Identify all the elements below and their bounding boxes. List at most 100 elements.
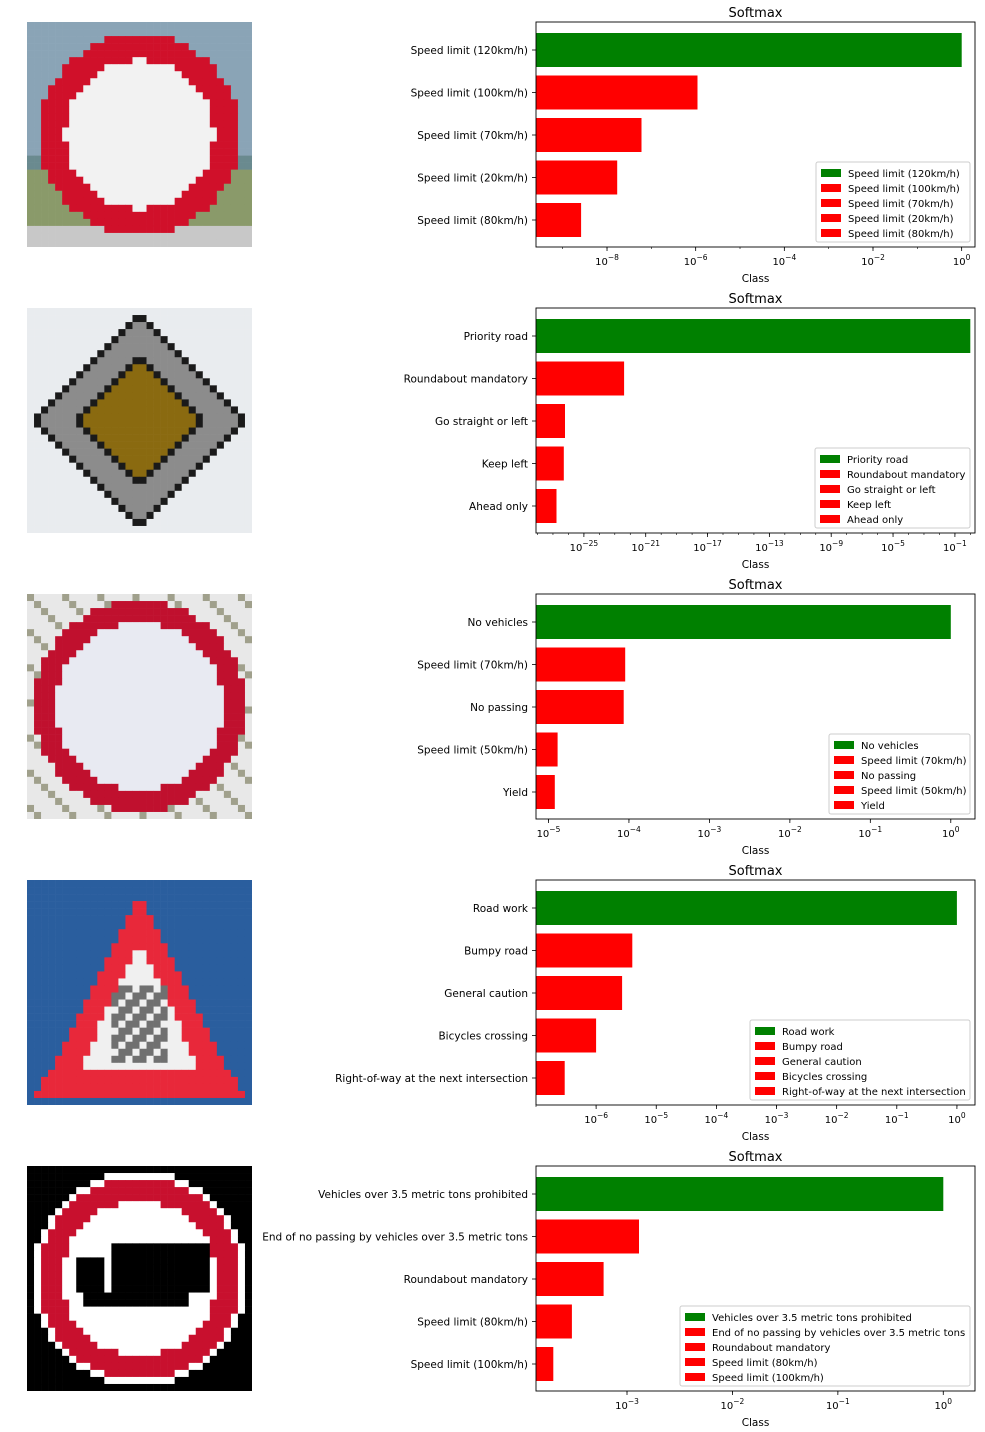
x-tick-label-4: 10−2 xyxy=(861,253,885,268)
legend-label-4: Speed limit (80km/h) xyxy=(712,1358,818,1369)
x-tick-label-2: 10−2 xyxy=(721,1397,745,1412)
bar-5 xyxy=(536,489,557,523)
x-tick-label-1: 10−6 xyxy=(584,1111,608,1126)
legend-swatch-1 xyxy=(821,169,841,177)
legend-swatch-4 xyxy=(755,1072,775,1080)
legend-label-1: Road work xyxy=(782,1027,835,1038)
plot-frame xyxy=(535,307,976,534)
y-tick-label-5: Speed limit (80km/h) xyxy=(417,215,528,227)
y-tick-label-3: Go straight or left xyxy=(435,416,528,428)
legend-swatch-2 xyxy=(755,1042,775,1050)
bar-3 xyxy=(536,976,623,1010)
legend-label-3: Go straight or left xyxy=(847,485,936,496)
bar-4 xyxy=(536,1018,597,1053)
y-tick-label-4: Speed limit (50km/h) xyxy=(417,745,528,757)
legend-label-4: Bicycles crossing xyxy=(782,1072,867,1083)
x-tick-label-2: 10−5 xyxy=(644,1111,668,1126)
legend-swatch-4 xyxy=(685,1358,705,1366)
bar-3 xyxy=(536,690,624,724)
bar-2 xyxy=(536,75,698,110)
y-tick-label-3: Roundabout mandatory xyxy=(404,1274,528,1286)
legend-swatch-3 xyxy=(834,771,854,779)
chart-row-5: Softmax Vehicles over 3.5 metric tons pro… xyxy=(0,1144,985,1430)
legend-swatch-5 xyxy=(685,1373,705,1381)
y-tick-label-4: Keep left xyxy=(482,459,528,471)
x-tick-label-6: 10−1 xyxy=(885,1111,909,1126)
legend-label-5: Speed limit (100km/h) xyxy=(712,1373,824,1384)
y-tick-label-5: Right-of-way at the next intersection xyxy=(335,1073,528,1085)
bar-2 xyxy=(536,361,625,396)
bar-1 xyxy=(536,33,962,67)
plot-frame xyxy=(535,1165,976,1392)
plot-frame xyxy=(535,21,976,248)
legend-swatch-5 xyxy=(834,801,854,809)
x-tick-label-4: 10−13 xyxy=(755,539,784,554)
x-axis-label: Class xyxy=(742,1417,770,1429)
legend-label-4: Speed limit (20km/h) xyxy=(848,214,954,225)
bar-5 xyxy=(536,775,555,809)
x-tick-label-3: 10−4 xyxy=(704,1111,728,1126)
softmax-chart: Softmax Road work Bumpy road General cautio… xyxy=(335,864,976,1143)
y-tick-label-1: Vehicles over 3.5 metric tons prohibited xyxy=(318,1189,528,1201)
x-axis-label: Class xyxy=(742,845,770,857)
legend: Vehicles over 3.5 metric tons prohibited… xyxy=(679,1305,971,1387)
y-tick-label-4: Speed limit (20km/h) xyxy=(417,173,528,185)
legend-swatch-1 xyxy=(834,741,854,749)
chart-title: Softmax xyxy=(729,578,783,593)
x-tick-label-3: 10−1 xyxy=(826,1397,850,1412)
x-tick-label-3: 10−17 xyxy=(693,539,722,554)
bar-4 xyxy=(536,1304,572,1339)
legend-label-3: General caution xyxy=(782,1057,862,1068)
y-tick-label-4: Speed limit (80km/h) xyxy=(417,1317,528,1329)
bar-1 xyxy=(536,1177,944,1211)
legend-swatch-4 xyxy=(820,500,840,508)
y-tick-label-4: Bicycles crossing xyxy=(438,1031,528,1043)
legend-swatch-4 xyxy=(834,786,854,794)
sign-thumbnail xyxy=(27,22,252,247)
y-tick-label-5: Speed limit (100km/h) xyxy=(411,1359,528,1371)
x-tick-label-3: 10−3 xyxy=(697,825,721,840)
x-tick-label-5: 10−9 xyxy=(819,539,843,554)
legend-swatch-2 xyxy=(834,756,854,764)
chart-row-2: Softmax Priority road Roundabout mandatory… xyxy=(0,286,985,572)
legend-box xyxy=(814,447,971,529)
bar-5 xyxy=(536,1347,554,1381)
legend-label-4: Speed limit (50km/h) xyxy=(861,786,967,797)
legend-label-5: Right-of-way at the next intersection xyxy=(782,1087,966,1098)
legend-swatch-1 xyxy=(820,455,840,463)
legend-swatch-1 xyxy=(685,1313,705,1321)
bar-1 xyxy=(536,319,971,353)
chart-row-3: Softmax No vehicles Speed limit (70km/h) No… xyxy=(0,572,985,858)
softmax-chart: Softmax Priority road Roundabout mandatory… xyxy=(404,292,976,571)
legend-label-3: Roundabout mandatory xyxy=(712,1343,831,1354)
sign-image xyxy=(27,22,252,247)
x-tick-label-1: 10−5 xyxy=(537,825,561,840)
legend-box xyxy=(679,1305,971,1387)
legend: Priority road Roundabout mandatory Go stra… xyxy=(814,447,971,529)
y-tick-label-2: Bumpy road xyxy=(464,946,528,958)
x-axis-label: Class xyxy=(742,273,770,285)
y-tick-label-1: Speed limit (120km/h) xyxy=(411,45,528,57)
x-axis-label: Class xyxy=(742,1131,770,1143)
plot-frame xyxy=(535,879,976,1106)
sign-thumbnail xyxy=(27,594,252,819)
y-tick-label-2: End of no passing by vehicles over 3.5 m… xyxy=(262,1232,528,1244)
chart-title: Softmax xyxy=(729,1150,783,1165)
x-tick-label-1: 10−3 xyxy=(615,1397,639,1412)
chart-title: Softmax xyxy=(729,864,783,879)
legend-label-1: Vehicles over 3.5 metric tons prohibited xyxy=(712,1313,912,1324)
x-tick-label-7: 100 xyxy=(948,1111,966,1126)
bar-1 xyxy=(536,605,951,639)
bar-3 xyxy=(536,1262,604,1296)
x-tick-label-6: 100 xyxy=(942,825,960,840)
sign-image xyxy=(27,880,252,1105)
legend-box xyxy=(749,1019,971,1101)
y-tick-label-3: Speed limit (70km/h) xyxy=(417,130,528,142)
x-tick-label-2: 10−4 xyxy=(617,825,641,840)
sign-thumbnail xyxy=(27,880,252,1105)
sign-thumbnail xyxy=(27,308,252,533)
x-tick-label-1: 10−8 xyxy=(595,253,619,268)
x-tick-label-3: 10−4 xyxy=(772,253,796,268)
y-tick-label-3: No passing xyxy=(470,702,528,714)
bar-5 xyxy=(536,1061,565,1095)
